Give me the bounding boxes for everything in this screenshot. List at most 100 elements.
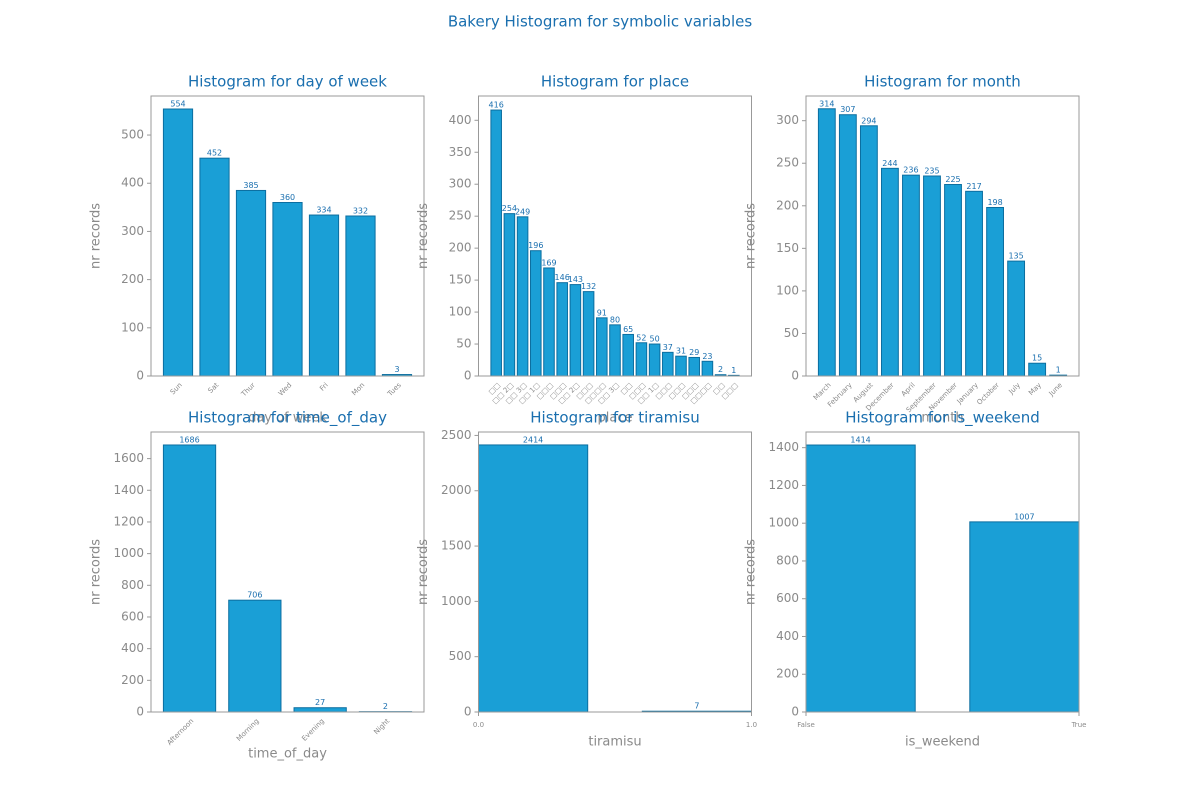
data-label: 52 bbox=[636, 333, 646, 342]
data-label: 27 bbox=[315, 698, 325, 707]
data-label: 135 bbox=[1008, 252, 1023, 261]
x-tick-label: Fri bbox=[318, 381, 330, 393]
y-tick-label: 500 bbox=[121, 128, 144, 142]
y-tick-label: 800 bbox=[776, 553, 799, 567]
x-tick-label: July bbox=[1007, 381, 1022, 396]
y-tick-label: 250 bbox=[449, 209, 472, 223]
bar bbox=[228, 599, 282, 713]
y-tick-label: 0 bbox=[791, 705, 799, 719]
data-label: 143 bbox=[568, 275, 583, 284]
data-label: 91 bbox=[597, 308, 607, 317]
bar bbox=[293, 707, 347, 713]
y-tick-label: 1200 bbox=[768, 478, 799, 492]
subplot-title: Histogram for place bbox=[541, 73, 689, 91]
data-label: 3 bbox=[394, 365, 399, 374]
data-label: 334 bbox=[316, 206, 331, 215]
y-tick-label: 1500 bbox=[441, 539, 472, 553]
bar bbox=[662, 351, 674, 377]
data-label: 169 bbox=[541, 258, 556, 267]
y-tick-label: 200 bbox=[121, 673, 144, 687]
y-tick-label: 1000 bbox=[768, 516, 799, 530]
y-tick-label: 300 bbox=[449, 177, 472, 191]
bar bbox=[969, 521, 1080, 713]
data-label: 385 bbox=[243, 181, 258, 190]
bar bbox=[345, 215, 376, 377]
bar bbox=[701, 360, 714, 377]
y-tick-label: 500 bbox=[449, 649, 472, 663]
axes-frame bbox=[478, 95, 752, 377]
data-label: 198 bbox=[987, 198, 1002, 207]
y-tick-label: 400 bbox=[121, 641, 144, 655]
bar bbox=[1007, 260, 1026, 377]
subplot-title: Histogram for tiramisu bbox=[530, 409, 699, 427]
y-tick-label: 200 bbox=[776, 667, 799, 681]
data-label: 2 bbox=[718, 365, 723, 374]
bar bbox=[582, 291, 595, 377]
data-label: 146 bbox=[555, 273, 570, 282]
axes-frame bbox=[150, 431, 425, 713]
x-axis-label: day of week bbox=[248, 411, 327, 426]
x-tick-label: True bbox=[1071, 721, 1087, 729]
x-tick-label: Night bbox=[372, 717, 391, 736]
bar bbox=[965, 190, 983, 377]
x-tick-label: Sat bbox=[207, 381, 221, 395]
y-tick-label: 50 bbox=[456, 337, 471, 351]
figure-title: Bakery Histogram for symbolic variables bbox=[448, 13, 753, 31]
y-tick-label: 300 bbox=[121, 224, 144, 238]
y-tick-label: 0 bbox=[791, 369, 799, 383]
bar bbox=[556, 282, 568, 377]
y-tick-label: 200 bbox=[449, 241, 472, 255]
y-tick-label: 2000 bbox=[441, 483, 472, 497]
y-tick-label: 350 bbox=[449, 145, 472, 159]
data-label: 1 bbox=[1056, 366, 1061, 375]
bar bbox=[569, 284, 582, 377]
bar bbox=[635, 342, 648, 377]
y-tick-label: 600 bbox=[121, 609, 144, 623]
data-label: 50 bbox=[650, 335, 660, 344]
data-label: 314 bbox=[819, 99, 834, 108]
axes-frame bbox=[478, 431, 752, 713]
x-tick-label: Sun bbox=[169, 381, 184, 396]
x-tick-label: 0.0 bbox=[473, 721, 484, 729]
x-axis-label: place bbox=[598, 411, 633, 426]
data-label: 236 bbox=[903, 166, 918, 175]
y-tick-label: 400 bbox=[449, 113, 472, 127]
data-label: 360 bbox=[280, 193, 295, 202]
data-label: 217 bbox=[966, 182, 981, 191]
data-label: 7 bbox=[694, 702, 699, 711]
data-label: 1414 bbox=[850, 436, 870, 445]
y-tick-label: 600 bbox=[776, 591, 799, 605]
y-axis-label: nr records bbox=[416, 203, 431, 269]
data-label: 294 bbox=[861, 116, 876, 125]
y-axis-label: nr records bbox=[744, 539, 759, 605]
axes-frame bbox=[150, 95, 425, 377]
y-tick-label: 1400 bbox=[768, 440, 799, 454]
y-tick-label: 0 bbox=[464, 369, 472, 383]
data-label: 37 bbox=[663, 343, 673, 352]
x-tick-label: May bbox=[1027, 381, 1043, 397]
y-tick-label: 150 bbox=[776, 241, 799, 255]
y-axis-label: nr records bbox=[744, 203, 759, 269]
bar bbox=[272, 202, 303, 377]
x-tick-label: October bbox=[975, 381, 1001, 407]
subplot-title: Histogram for day of week bbox=[188, 73, 387, 91]
data-label: 80 bbox=[610, 315, 620, 324]
y-axis-label: nr records bbox=[416, 539, 431, 605]
data-label: 416 bbox=[489, 101, 504, 110]
data-label: 2414 bbox=[523, 435, 543, 444]
x-axis-label: tiramisu bbox=[588, 735, 641, 750]
bar bbox=[503, 213, 516, 377]
bar bbox=[859, 125, 878, 377]
bar bbox=[162, 108, 194, 377]
bar bbox=[688, 356, 700, 377]
y-tick-label: 1200 bbox=[113, 514, 144, 528]
y-tick-label: 1400 bbox=[113, 483, 144, 497]
bar bbox=[817, 108, 836, 377]
y-tick-label: 2500 bbox=[441, 428, 472, 442]
data-label: 31 bbox=[676, 347, 686, 356]
data-label: 1 bbox=[731, 366, 736, 375]
x-tick-label: Thur bbox=[239, 381, 257, 399]
x-tick-label: June bbox=[1047, 381, 1064, 398]
y-tick-label: 1600 bbox=[113, 451, 144, 465]
